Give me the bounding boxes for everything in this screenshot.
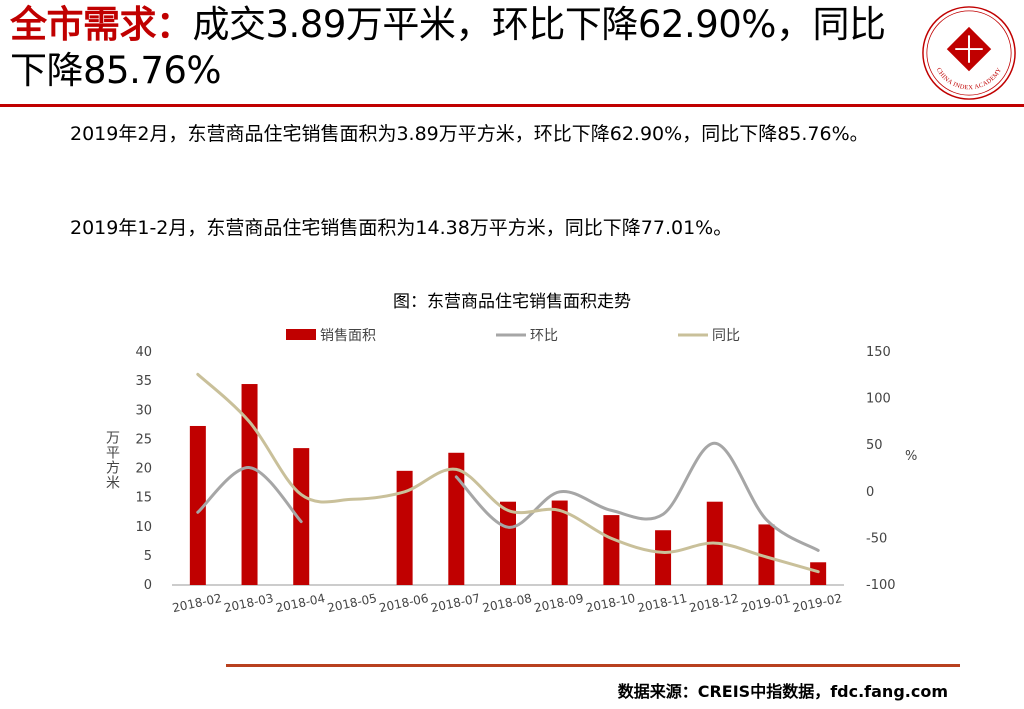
y2-tick-label: 0	[866, 485, 874, 500]
data-source: 数据来源：CREIS中指数据，fdc.fang.com	[617, 682, 948, 701]
title-divider	[0, 104, 1024, 107]
legend-label: 环比	[530, 328, 558, 344]
bar-sales-area	[603, 515, 620, 585]
y-tick-label: 5	[144, 549, 152, 564]
bar-sales-area	[241, 384, 258, 585]
bar-sales-area	[551, 500, 568, 585]
legend-swatch-bar	[286, 329, 316, 340]
bar-sales-area	[448, 452, 465, 585]
bar-sales-area	[655, 530, 672, 585]
y-tick-label: 20	[135, 462, 152, 477]
bar-sales-area	[758, 524, 775, 585]
y-tick-label: 0	[144, 578, 152, 593]
title-rest: 成交3.89万平米，环比下降62.90%，同比下降85.76%	[10, 3, 886, 92]
y2-tick-label: -100	[866, 578, 896, 593]
bar-sales-area	[293, 448, 310, 585]
line-mom	[454, 441, 820, 552]
y2-axis-label: %	[905, 449, 917, 464]
x-tick-label: 2018-06	[378, 591, 430, 615]
y-tick-label: 35	[135, 374, 152, 389]
page-title: 全市需求：成交3.89万平米，环比下降62.90%，同比下降85.76%	[10, 2, 910, 94]
x-tick-label: 2018-05	[326, 591, 378, 615]
x-tick-label: 2018-02	[171, 591, 223, 615]
paragraph-monthly: 2019年2月，东营商品住宅销售面积为3.89万平方米，环比下降62.90%，同…	[70, 123, 869, 145]
x-tick-label: 2018-08	[481, 591, 533, 615]
x-tick-label: 2018-12	[688, 591, 740, 615]
bar-sales-area	[500, 501, 516, 585]
y2-tick-label: -50	[866, 531, 887, 546]
y2-tick-label: 50	[866, 438, 883, 453]
line-yoy	[196, 372, 820, 574]
sales-area-chart: 0 5 10 15 20 25 30 35 40 -100 -50 0 50 100 150 万平方米 % 201…	[104, 328, 917, 615]
y-tick-label: 40	[135, 345, 152, 360]
y-tick-label: 15	[135, 491, 152, 506]
y-tick-label: 30	[135, 403, 152, 418]
x-tick-label: 2018-04	[274, 591, 326, 615]
legend-label: 销售面积	[320, 328, 376, 344]
bar-sales-area	[810, 562, 827, 585]
title-keyword: 全市需求：	[10, 3, 193, 46]
footer-divider	[226, 664, 960, 667]
line-mom	[196, 466, 303, 524]
legend-label: 同比	[712, 328, 740, 344]
y2-tick-label: 150	[866, 345, 891, 360]
x-tick-label: 2019-01	[740, 591, 792, 615]
y2-tick-label: 100	[866, 392, 891, 407]
chart-title: 图：东营商品住宅销售面积走势	[393, 292, 631, 312]
y-axis-label: 万平方米	[104, 430, 120, 490]
bar-sales-area	[396, 470, 413, 585]
china-index-academy-logo: CHINA INDEX ACADEMY	[922, 6, 1016, 100]
x-tick-label: 2018-03	[223, 591, 275, 615]
x-tick-label: 2018-11	[636, 591, 688, 615]
y-tick-label: 10	[135, 520, 152, 535]
paragraph-ytd: 2019年1-2月，东营商品住宅销售面积为14.38万平方米，同比下降77.01…	[70, 217, 733, 239]
y-tick-label: 25	[135, 432, 152, 447]
x-tick-label: 2018-07	[429, 591, 481, 615]
x-tick-label: 2018-09	[533, 591, 585, 615]
x-tick-label: 2018-10	[585, 591, 637, 615]
bar-sales-area	[189, 425, 206, 585]
x-tick-label: 2019-02	[791, 591, 843, 615]
